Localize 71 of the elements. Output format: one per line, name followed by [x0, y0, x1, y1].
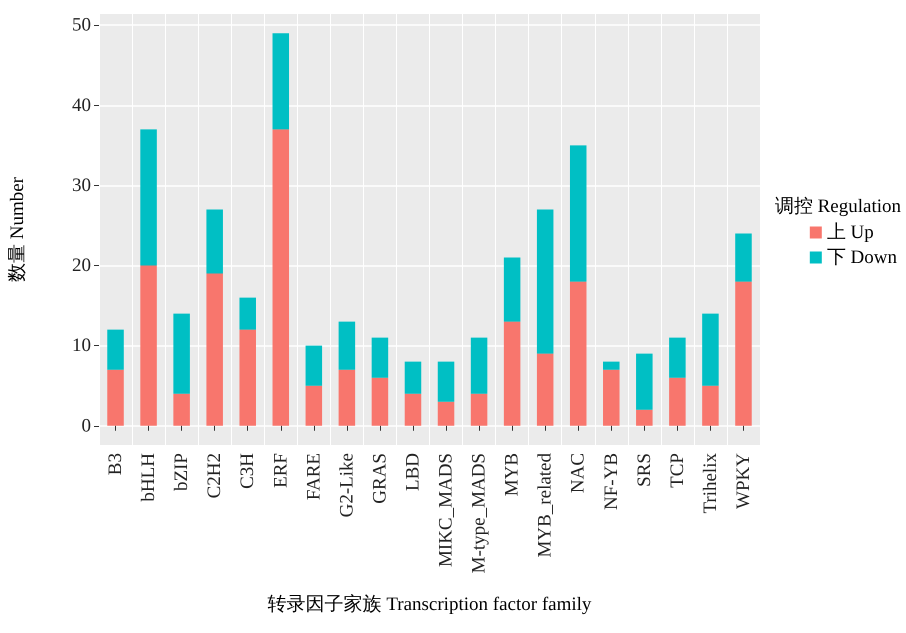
x-tick-label: NF-YB: [600, 453, 622, 510]
bar: [570, 282, 586, 426]
bar: [504, 258, 520, 322]
bar: [372, 338, 388, 378]
bar: [338, 322, 356, 370]
x-tick-label: bZIP: [171, 453, 192, 491]
x-tick-label: C3H: [237, 452, 258, 489]
bar: [603, 362, 620, 370]
y-tick-label: 30: [72, 174, 91, 196]
y-tick-label: 0: [82, 415, 91, 436]
x-tick-label: MYB_related: [534, 452, 556, 558]
bar: [702, 386, 719, 426]
x-tick-label: GRAS: [369, 453, 390, 504]
x-tick-label: WPKY: [732, 452, 754, 509]
x-tick-label: bHLH: [138, 452, 160, 502]
x-tick-label: LBD: [402, 453, 424, 491]
bar: [470, 338, 488, 394]
legend-title: 调控 Regulation: [774, 196, 902, 217]
bar: [470, 394, 488, 426]
bar: [338, 370, 356, 426]
x-tick-label: G2-Like: [336, 453, 358, 518]
bar: [636, 410, 653, 426]
bar: [570, 145, 586, 282]
bar: [438, 362, 454, 402]
bar: [173, 314, 190, 394]
x-tick-label: SRS: [634, 453, 655, 487]
x-tick-label: NAC: [568, 453, 589, 494]
bar: [404, 362, 422, 394]
legend-label: 下 Down: [826, 247, 898, 268]
bar: [272, 33, 290, 130]
y-axis-title: 数量 Number: [7, 176, 28, 282]
y-tick-label: 20: [72, 255, 91, 276]
bar: [272, 129, 290, 426]
bar: [140, 266, 157, 426]
x-tick-label: ERF: [270, 453, 292, 488]
x-tick-label: FARE: [303, 453, 324, 500]
bar: [239, 330, 256, 426]
bar: [504, 322, 520, 426]
bar: [306, 386, 322, 426]
bar: [536, 209, 554, 354]
x-axis-title: 转录因子家族 Transcription factor family: [268, 593, 592, 615]
y-tick-label: 50: [72, 14, 91, 36]
bar: [206, 209, 223, 274]
bar: [636, 354, 653, 410]
bar: [669, 378, 686, 426]
x-tick-label: MIKC_MADS: [436, 453, 457, 568]
x-tick-label: B3: [105, 453, 126, 476]
bar: [735, 282, 752, 426]
bar: [438, 402, 454, 426]
x-tick-label: C2H2: [204, 453, 226, 498]
bar: [702, 314, 719, 386]
x-tick-label: M-type_MADS: [468, 453, 490, 574]
bar: [404, 394, 422, 426]
y-tick-label: 40: [72, 94, 91, 116]
legend-label: 上 Up: [826, 222, 874, 243]
x-tick-label: Trihelix: [700, 452, 721, 514]
bar: [239, 298, 256, 330]
bar: [372, 378, 388, 426]
y-tick-label: 10: [72, 335, 91, 356]
bar: [140, 129, 157, 266]
bar: [107, 370, 124, 426]
x-tick-label: TCP: [666, 453, 688, 488]
bar: [206, 274, 223, 426]
bar: [669, 338, 686, 378]
bar: [107, 330, 124, 370]
bar: [603, 370, 620, 426]
bar: [735, 234, 752, 282]
bar: [536, 354, 554, 426]
bar: [306, 346, 322, 386]
x-tick-label: MYB: [502, 453, 523, 496]
bar: [173, 394, 190, 426]
